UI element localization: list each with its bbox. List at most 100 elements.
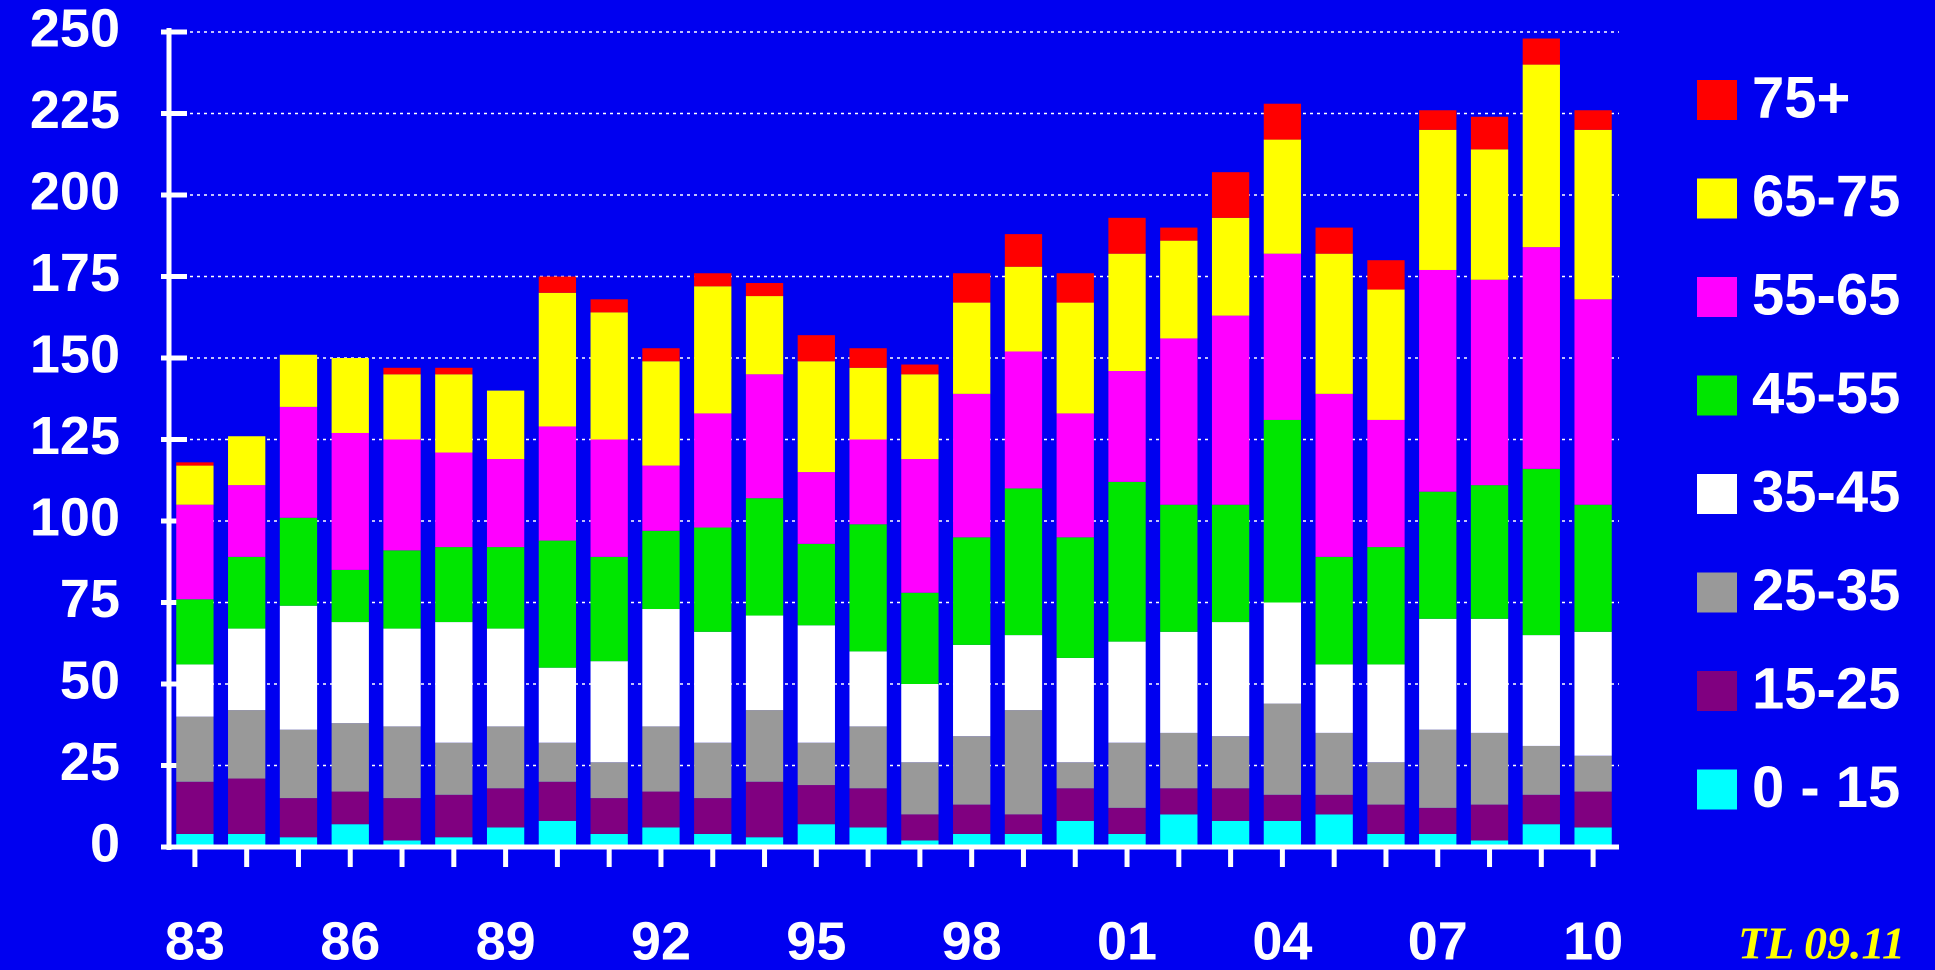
bar-segment [1574,755,1612,792]
bar-segment [1211,622,1250,737]
bar-segment [590,556,628,662]
bar-segment [383,726,421,799]
bar-segment [1160,338,1198,505]
bar-segment [1522,247,1560,469]
legend-label: 45-55 [1752,361,1900,426]
bar-segment [1263,103,1302,140]
bar-segment [331,791,369,825]
bar-segment [1211,820,1250,847]
bar-segment [1056,762,1094,789]
bar-segment [1419,110,1457,130]
y-tick-label: 200 [30,161,120,221]
bar-segment [279,837,318,847]
bar-segment [486,547,525,629]
bar-segment [694,631,732,743]
bar-segment [279,729,318,799]
bar-segment [1211,315,1250,505]
bar-segment [1470,840,1509,847]
bar-segment [486,628,525,727]
bar-segment [953,393,991,538]
bar-segment [435,622,473,743]
bar-segment [1108,833,1146,847]
bar-segment [1263,820,1302,847]
x-tick-label: 01 [1097,911,1157,970]
bar-segment [901,684,939,763]
bar-segment [642,791,680,828]
x-tick-label: 83 [165,911,225,970]
legend-label: 65-75 [1752,164,1900,229]
bar-segment [1522,468,1560,636]
bar-segment [745,374,784,499]
bar-segment [538,820,577,847]
bar-segment [1574,129,1612,300]
bar-segment [176,504,214,600]
bar-segment [1522,64,1560,248]
bar-segment [228,778,266,834]
bar-segment [745,837,784,847]
bar-segment [228,710,266,779]
bar-segment [1004,833,1043,847]
bar-segment [797,625,835,743]
bar-segment [694,742,732,799]
bar-segment [745,498,784,616]
bar-segment [228,628,266,711]
bar-segment [435,794,473,838]
bar-segment [1004,635,1043,711]
bar-segment [1108,371,1146,482]
bar-segment [1108,253,1146,372]
bar-segment [538,540,577,668]
bar-segment [1211,504,1250,623]
bar-segment [279,605,318,730]
bar-segment [228,485,266,557]
bar-segment [1315,664,1353,733]
bar-segment [849,439,887,525]
bar-segment [486,788,525,828]
bar-segment [849,827,887,847]
legend-swatch [1697,178,1737,219]
bar-segment [642,827,680,847]
bar-segment [953,273,991,303]
bar-segment [176,462,214,466]
bar-segment [176,833,214,847]
bar-segment [1419,129,1457,270]
bar-segment [1522,38,1560,65]
bar-segment [383,840,421,847]
bar-segment [1160,732,1198,789]
legend-swatch [1697,80,1737,120]
bar-segment [590,312,628,440]
bar-segment [745,781,784,838]
bar-segment [486,726,525,789]
bar-segment [745,615,784,711]
legend-label: 15-25 [1752,656,1900,721]
bar-segment [694,527,732,632]
bar-segment [849,726,887,789]
bar-segment [279,354,318,407]
bar-segment [1004,814,1043,834]
bar-segment [745,710,784,782]
bar-segment [1367,664,1405,763]
legend-swatch [1697,671,1737,711]
bar-segment [486,459,525,548]
bar-segment [1315,732,1353,795]
bar-segment [1367,289,1405,420]
x-tick-label: 98 [942,911,1002,970]
bar-segment [901,374,939,460]
bar-segment [331,824,369,847]
bar-segment [486,827,525,847]
bar-segment [331,432,369,570]
bar-segment [694,273,732,287]
bar-segment [1160,814,1198,847]
bar-segment [1522,824,1560,847]
bar-segment [1470,279,1509,486]
bar-segment [1160,240,1198,339]
annotation: TL 09.11 [1738,918,1905,969]
bar-segment [797,543,835,626]
bar-segment [1263,703,1302,795]
bar-segment [1367,419,1405,548]
legend-swatch [1697,769,1737,810]
bar-segment [1004,710,1043,815]
bar-segment [745,296,784,375]
bar-segment [797,472,835,544]
legend-label: 0 - 15 [1752,755,1900,820]
